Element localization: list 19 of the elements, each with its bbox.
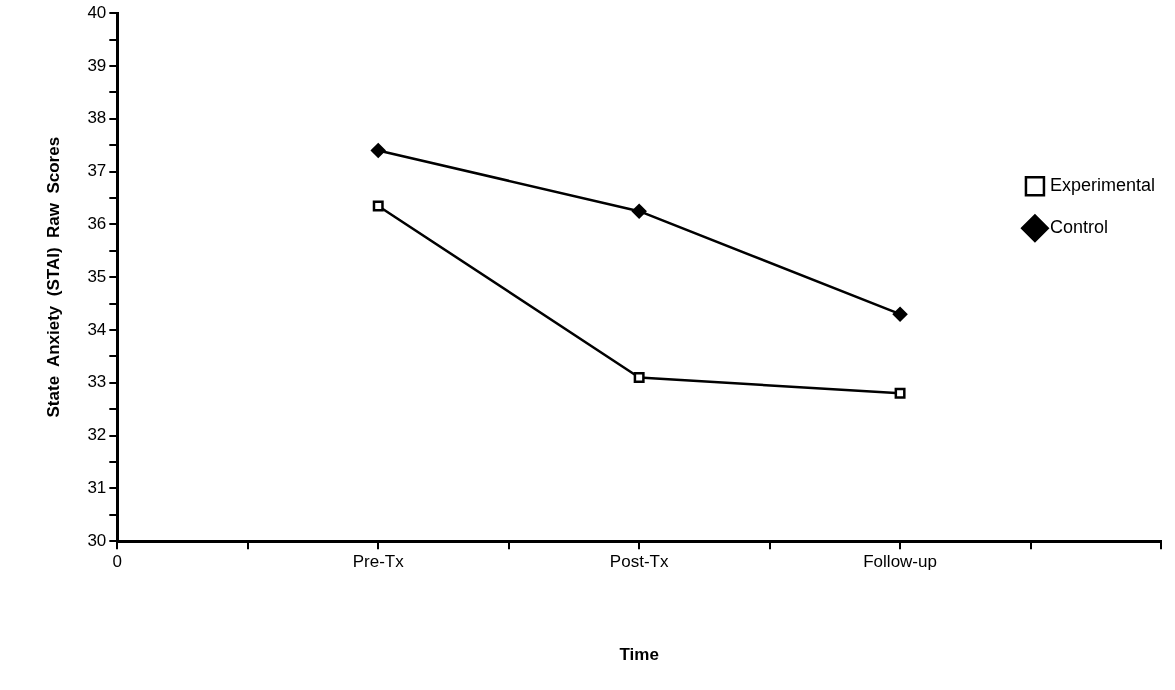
y-axis-title: State Anxiety (STAI) Raw Scores: [43, 136, 63, 418]
y-tick-label: 30: [87, 530, 107, 550]
legend-label: Control: [1049, 217, 1108, 238]
y-tick-label: 39: [87, 55, 107, 75]
x-tick-label: Follow-up: [863, 552, 937, 572]
x-tick-label: Pre-Tx: [352, 552, 405, 572]
y-tick-label: 33: [87, 372, 107, 392]
x-tick-label: Post-Tx: [609, 552, 669, 572]
y-tick-label: 40: [87, 2, 107, 22]
y-tick-label: 37: [87, 161, 107, 181]
y-tick-label: 36: [87, 214, 107, 234]
x-axis-title: Time: [619, 645, 659, 665]
y-tick-label: 31: [87, 478, 107, 498]
y-tick-label: 32: [87, 425, 107, 445]
legend-label: Experimental: [1049, 175, 1155, 196]
y-tick-label: 35: [87, 266, 107, 286]
y-tick-label: 38: [87, 108, 107, 128]
y-tick-label: 34: [87, 319, 107, 339]
x-tick-label: 0: [112, 552, 123, 572]
